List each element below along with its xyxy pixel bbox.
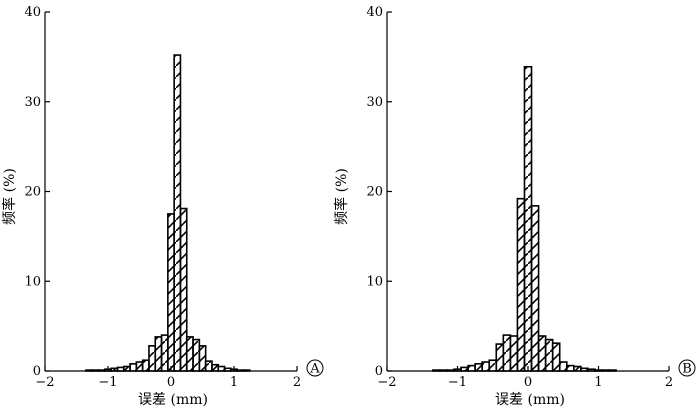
x-tick-label: 2 [665,375,673,390]
panel-label: B [682,362,692,377]
y-axis-title: 频率 (%) [333,168,350,225]
histogram-bar [204,360,213,372]
histogram-bar [173,54,182,372]
histogram-bar [516,197,526,372]
histogram-bar [509,335,519,372]
x-tick-label: 0 [167,375,175,390]
histogram-bar [167,213,175,372]
y-tick-label: 20 [366,185,383,200]
y-tick-label: 30 [24,95,41,110]
histogram-bar [530,205,540,372]
x-tick-label: −2 [377,375,396,390]
panel-label-circle [678,359,696,377]
histogram-bar [135,361,144,372]
y-tick-label: 10 [24,274,41,289]
y-tick-label: 10 [366,274,383,289]
histogram-bar [122,365,131,372]
histogram-bar [179,207,188,372]
x-tick-label: 1 [594,375,602,390]
y-axis-title: 频率 (%) [1,168,18,225]
histogram-bar [129,363,138,372]
histogram-bar [192,338,201,372]
x-axis-title: 误差 (mm) [138,392,208,408]
histogram-bar [148,345,157,372]
chart-panel-a: 0 10 20 30 40 −2 −1 0 1 2 误差 (mm) 频率 (%) A [1,5,324,408]
histogram-bar [217,365,226,372]
y-tick-label: 40 [24,5,41,20]
x-tick-label: −1 [448,375,467,390]
histogram-bar [198,345,207,372]
histogram-bar [551,342,561,372]
histogram-bar [488,359,498,372]
histogram-bar [573,365,582,372]
histogram-bar [141,359,150,372]
histogram-bar [154,336,163,372]
histogram-bar [467,364,476,372]
histogram-bar [474,363,483,372]
y-tick-label: 0 [33,364,41,379]
histogram-bar [544,338,554,372]
histogram-bar [185,336,194,372]
histogram-bar [481,361,491,372]
x-tick-label: 1 [230,375,238,390]
x-tick-label: 2 [293,375,301,390]
y-tick-label: 20 [24,185,41,200]
y-tick-label: 30 [366,95,383,110]
x-tick-label: −2 [35,375,54,390]
histogram-bar [495,343,505,372]
histogram-bar [523,65,533,372]
histogram-bar [558,361,568,372]
x-axis-title: 误差 (mm) [495,392,565,408]
x-tick-label: 0 [524,375,532,390]
y-tick-label: 40 [366,5,383,20]
x-tick-label: −1 [98,375,117,390]
panel-label: A [309,362,320,377]
y-tick-label: 0 [375,364,383,379]
chart-panel-b: 0 10 20 30 40 −2 −1 0 1 2 误差 (mm) 频率 (%) B [333,5,696,408]
histogram-bar [211,363,220,372]
histogram-bar [160,334,169,372]
histogram-bar [537,335,547,372]
histogram-bar [565,364,575,372]
histogram-bar [502,334,512,372]
panel-label-circle [306,359,324,377]
